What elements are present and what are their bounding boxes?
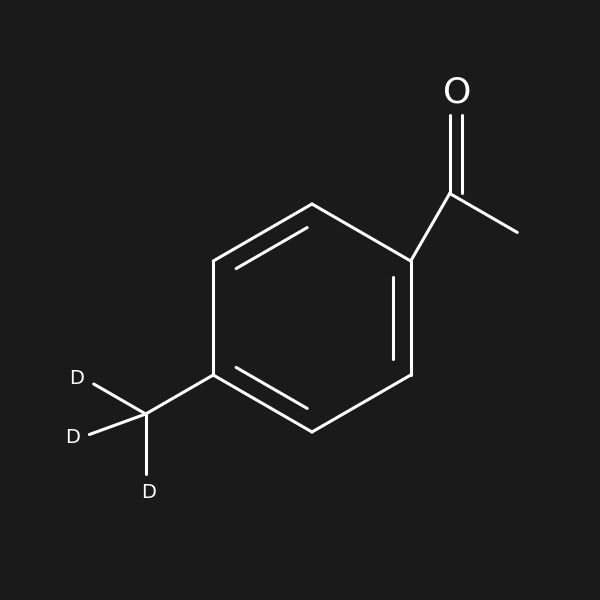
Text: D: D xyxy=(65,428,80,447)
Text: D: D xyxy=(141,482,156,502)
Text: D: D xyxy=(70,368,85,388)
Text: O: O xyxy=(443,76,471,110)
